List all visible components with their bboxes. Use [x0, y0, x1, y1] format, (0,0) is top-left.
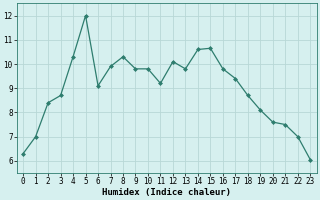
X-axis label: Humidex (Indice chaleur): Humidex (Indice chaleur)	[102, 188, 231, 197]
